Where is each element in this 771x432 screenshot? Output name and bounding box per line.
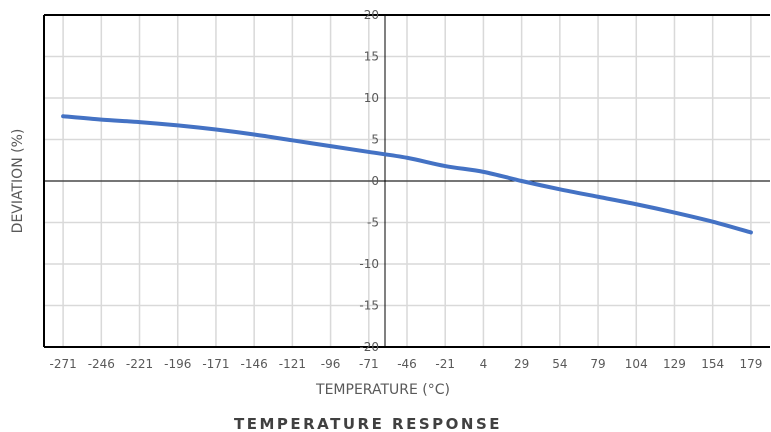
- x-tick-label: -21: [435, 357, 455, 371]
- y-tick-label: -15: [359, 299, 379, 313]
- y-axis-label: DEVIATION (%): [10, 129, 26, 234]
- x-tick-label: 54: [552, 357, 567, 371]
- x-tick-label: -246: [88, 357, 115, 371]
- x-tick-labels: -271 -246 -221 -196 -171 -146 -121 -96 -71 -46 -21…: [49, 357, 762, 371]
- y-tick-label: 15: [364, 50, 379, 64]
- x-tick-label: 29: [514, 357, 529, 371]
- x-axis-label: TEMPERATURE (°C): [315, 382, 450, 398]
- y-tick-label: -10: [359, 257, 379, 271]
- x-tick-label: 4: [480, 357, 488, 371]
- y-tick-label: 20: [364, 8, 379, 22]
- x-tick-label: -121: [279, 357, 306, 371]
- x-tick-label: 104: [625, 357, 648, 371]
- x-tick-label: 129: [663, 357, 686, 371]
- y-tick-label: 10: [364, 91, 379, 105]
- x-tick-label: 79: [590, 357, 605, 371]
- x-tick-label: -46: [397, 357, 417, 371]
- axes: [43, 14, 770, 348]
- y-tick-label: 0: [371, 174, 379, 188]
- chart-title: TEMPERATURE RESPONSE: [234, 415, 502, 432]
- x-tick-label: -71: [359, 357, 379, 371]
- x-tick-label: 154: [701, 357, 724, 371]
- x-tick-label: -146: [241, 357, 268, 371]
- x-tick-label: 179: [739, 357, 762, 371]
- data-points: [63, 116, 751, 233]
- y-tick-labels: 20 15 10 5 0 -5 -10 -15 -20: [359, 8, 379, 354]
- x-tick-label: -171: [202, 357, 229, 371]
- y-tick-label: -5: [367, 216, 379, 230]
- x-tick-label: -196: [164, 357, 191, 371]
- y-tick-label: 5: [371, 133, 379, 147]
- x-tick-label: -221: [126, 357, 153, 371]
- x-tick-label: -271: [49, 357, 76, 371]
- x-tick-label: -96: [321, 357, 341, 371]
- y-tick-label: -20: [359, 340, 379, 354]
